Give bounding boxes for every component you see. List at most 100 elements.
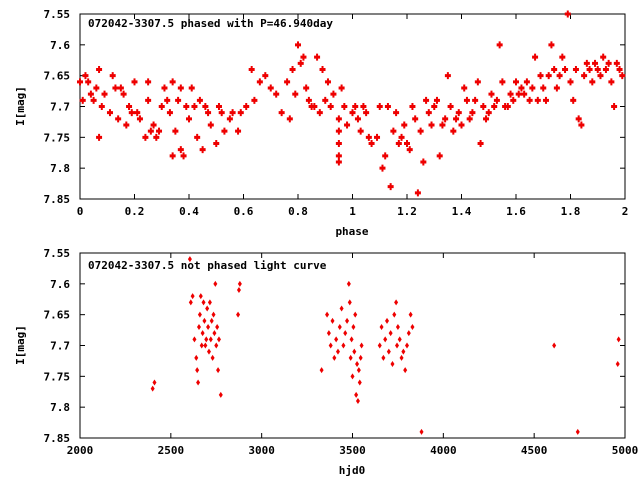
data-point [513, 78, 519, 86]
data-point [491, 103, 498, 110]
x-tick-label: 5000 [612, 444, 639, 457]
data-point [356, 367, 361, 374]
data-point [131, 78, 138, 86]
data-point [327, 103, 334, 110]
data-point [243, 103, 250, 110]
data-point [194, 133, 201, 141]
y-tick-label: 7.6 [50, 278, 70, 291]
data-point [480, 103, 487, 110]
unphased-data-points [150, 256, 621, 435]
data-point [305, 96, 312, 104]
data-point [553, 84, 560, 92]
data-point [390, 127, 397, 135]
y-tick-label: 7.6 [50, 39, 70, 52]
data-point [169, 78, 176, 86]
data-point [218, 391, 223, 398]
phased-chart-title: 072042-3307.5 phased with P=46.940day [88, 17, 333, 30]
data-point [286, 115, 293, 123]
data-point [180, 152, 187, 160]
data-point [455, 109, 462, 117]
data-point [216, 336, 221, 343]
data-point [578, 121, 585, 129]
data-point [431, 103, 438, 110]
data-point [572, 66, 579, 73]
data-point [204, 336, 209, 343]
data-point [188, 299, 193, 306]
data-point [453, 115, 460, 123]
data-point [205, 305, 210, 312]
data-point [347, 299, 352, 306]
x-tick-label: 4500 [521, 444, 548, 457]
x-tick-label: 1.4 [452, 205, 472, 218]
data-point [518, 84, 525, 92]
data-point [355, 361, 360, 367]
data-point [136, 115, 143, 123]
data-point [477, 140, 484, 147]
data-point [436, 152, 443, 160]
data-point [145, 78, 152, 86]
data-point [521, 90, 528, 98]
x-tick-label: 1 [349, 205, 356, 218]
y-tick-label: 7.85 [44, 193, 71, 206]
data-point [433, 96, 440, 104]
data-point [450, 127, 457, 135]
x-tick-label: 0.4 [179, 205, 199, 218]
y-tick-label: 7.7 [50, 101, 70, 114]
y-tick-label: 7.65 [44, 309, 71, 322]
data-point [447, 103, 454, 110]
x-tick-label: 1.6 [506, 205, 526, 218]
data-point [117, 84, 124, 92]
data-point [444, 72, 451, 80]
data-point [351, 324, 356, 330]
data-point [507, 90, 514, 98]
data-point [385, 317, 390, 324]
data-point [548, 41, 555, 49]
data-point [408, 311, 413, 318]
data-point [395, 324, 400, 330]
data-point [428, 121, 435, 129]
data-point [567, 78, 574, 86]
data-point [401, 121, 408, 129]
data-point [295, 41, 301, 49]
data-point [236, 287, 241, 293]
data-point [398, 133, 405, 141]
data-point [335, 152, 342, 160]
phased-axis-ticks: 0 0.2 0.4 0.6 0.8 1 1.2 1.4 1.6 1.8 2 7.55 7.6 7.65 7.… [44, 8, 629, 218]
data-point [583, 59, 590, 67]
data-point [376, 103, 383, 110]
data-point [469, 109, 476, 117]
data-point [300, 53, 307, 61]
data-point [335, 140, 342, 147]
data-point [597, 72, 604, 80]
data-point [218, 109, 225, 117]
data-point [388, 330, 393, 337]
data-point [586, 66, 593, 73]
data-point [325, 311, 330, 318]
data-point [488, 90, 495, 98]
unphased-y-axis-label: I[mag] [14, 325, 27, 365]
data-point [314, 53, 321, 61]
data-point [183, 103, 190, 110]
data-point [186, 115, 192, 123]
unphased-chart-title: 072042-3307.5 not phased light curve [88, 259, 327, 272]
data-point [319, 66, 326, 73]
data-point [177, 146, 184, 154]
data-point [345, 317, 350, 324]
data-point [355, 398, 360, 404]
data-point [608, 78, 615, 86]
data-point [613, 59, 620, 67]
data-point [458, 121, 465, 129]
data-point [213, 280, 218, 287]
data-point [123, 121, 130, 129]
data-point [339, 305, 344, 312]
data-point [529, 84, 536, 92]
data-point [349, 336, 354, 343]
data-point [552, 342, 557, 349]
data-point [387, 183, 394, 191]
data-point [493, 96, 500, 104]
data-point [363, 109, 370, 117]
data-point [575, 428, 580, 435]
phased-y-axis-label: I[mag] [14, 86, 27, 126]
x-tick-label: 2 [622, 205, 629, 218]
